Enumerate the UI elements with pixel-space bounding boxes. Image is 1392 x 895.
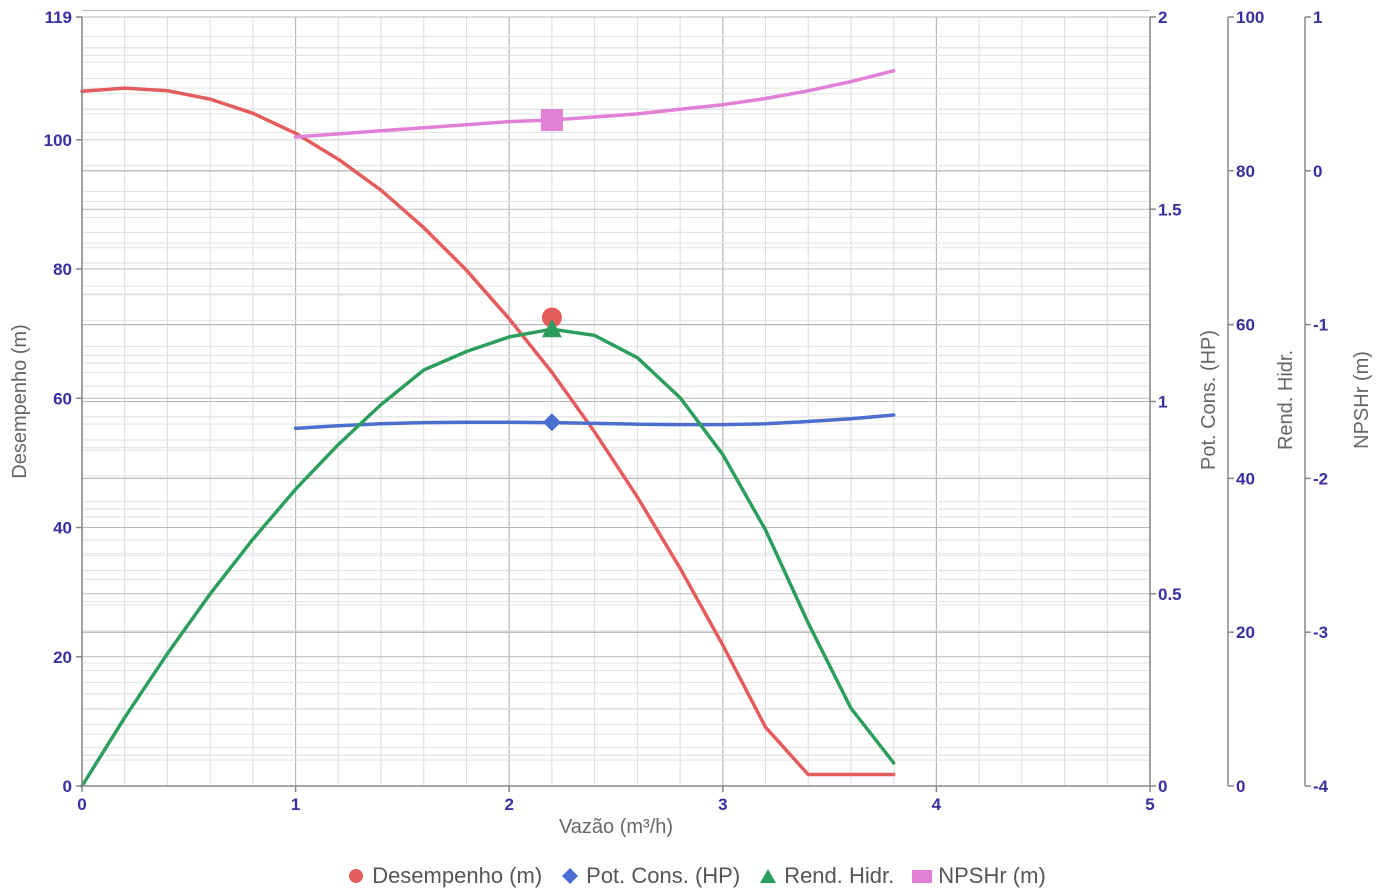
y2-tick-label: 1 — [1158, 393, 1167, 412]
pump-performance-chart: 0 1 2 3 4 502040608010011900.511.520204060801… — [9, 8, 1373, 838]
y1-tick-label: 80 — [53, 260, 72, 279]
chart-legend: Desempenho (m) Pot. Cons. (HP) Rend. Hid… — [0, 858, 1392, 894]
legend-item-desempenho[interactable]: Desempenho (m) — [346, 863, 542, 889]
x-tick-label: 1 — [291, 795, 300, 814]
legend-item-npshr[interactable]: NPSHr (m) — [912, 863, 1046, 889]
y2-tick-label: 0.5 — [1158, 585, 1182, 604]
operating-point-circle-marker — [541, 307, 562, 328]
y3-tick-label: 0 — [1236, 777, 1245, 796]
y4-tick-label: 1 — [1313, 8, 1322, 27]
y2-tick-label: 1.5 — [1158, 200, 1182, 219]
square-marker-icon — [912, 870, 933, 883]
operating-point-triangle-marker — [541, 319, 562, 338]
chart-curves — [80, 69, 896, 788]
series-line-npshr-m — [293, 69, 896, 139]
y1-tick-label: 20 — [53, 648, 72, 667]
y3-tick-label: 20 — [1236, 623, 1255, 642]
y1-tick-label: 100 — [44, 131, 72, 150]
operating-point-diamond-marker — [542, 413, 561, 432]
y3-tick-label: 100 — [1236, 8, 1264, 27]
y4-tick-label: -3 — [1313, 623, 1328, 642]
legend-label-rend-hidr: Rend. Hidr. — [784, 863, 895, 888]
series-line-desempenho-m — [80, 86, 896, 777]
legend-label-npshr: NPSHr (m) — [938, 863, 1046, 888]
chart-grid — [81, 10, 1151, 787]
y-axis-title-rend-hidr: Rend. Hidr. — [1275, 350, 1297, 450]
y1-tick-label: 0 — [63, 777, 72, 796]
legend-label-desempenho: Desempenho (m) — [372, 863, 543, 888]
triangle-marker-icon — [760, 869, 777, 883]
y4-tick-label: -1 — [1313, 316, 1328, 335]
y1-tick-label: 40 — [53, 519, 72, 538]
y4-tick-label: -4 — [1313, 777, 1329, 796]
x-tick-label: 5 — [1145, 795, 1154, 814]
x-axis-title: Vazão (m³/h) — [559, 816, 673, 838]
y4-tick-label: 0 — [1313, 162, 1322, 181]
legend-item-rend-hidr[interactable]: Rend. Hidr. — [758, 863, 894, 889]
diamond-marker-icon — [562, 868, 579, 884]
x-tick-label: 2 — [504, 795, 513, 814]
y-axis-title-npshr: NPSHr (m) — [1351, 351, 1373, 449]
y1-tick-label: 60 — [53, 389, 72, 408]
chart-axes: 0 1 2 3 4 502040608010011900.511.520204060801… — [44, 8, 1329, 814]
circle-marker-icon — [349, 869, 364, 883]
series-line-rend-hidr — [80, 327, 896, 788]
series-line-pot-cons-hp — [293, 413, 896, 431]
y2-tick-label: 2 — [1158, 8, 1167, 27]
y3-tick-label: 80 — [1236, 162, 1255, 181]
legend-label-pot-cons: Pot. Cons. (HP) — [586, 863, 741, 888]
x-tick-label: 3 — [718, 795, 727, 814]
x-tick-label: 0 — [77, 795, 86, 814]
operating-point-square-marker — [540, 109, 563, 132]
y-axis-title-desempenho: Desempenho (m) — [9, 324, 31, 479]
y-axis-title-pot-cons: Pot. Cons. (HP) — [1198, 330, 1220, 470]
legend-item-pot-cons[interactable]: Pot. Cons. (HP) — [560, 863, 740, 889]
y3-tick-label: 60 — [1236, 316, 1255, 335]
x-tick-label: 4 — [932, 795, 942, 814]
y3-tick-label: 40 — [1236, 469, 1255, 488]
y1-tick-label: 119 — [45, 8, 72, 27]
y2-tick-label: 0 — [1158, 777, 1167, 796]
y4-tick-label: -2 — [1313, 469, 1328, 488]
